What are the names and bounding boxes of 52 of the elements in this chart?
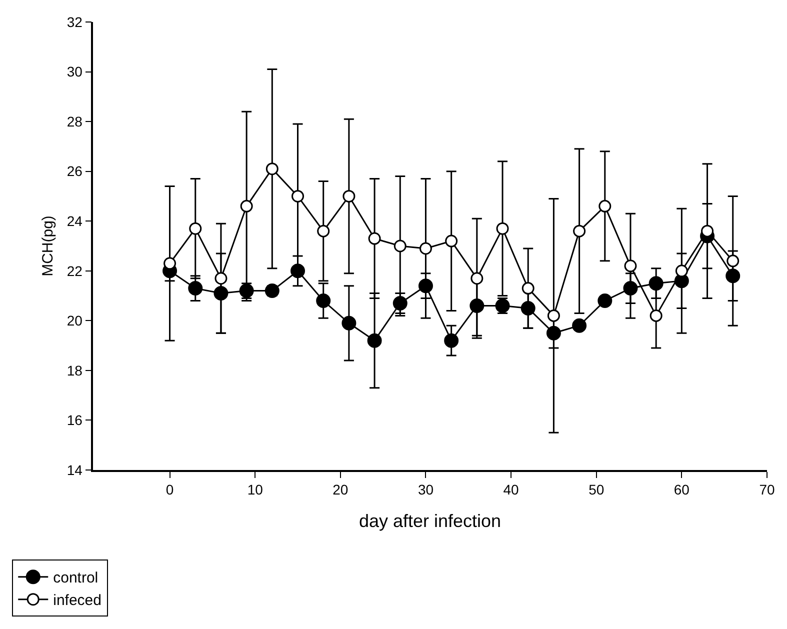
- point: [675, 264, 688, 278]
- y-tick-label: 14: [66, 462, 83, 478]
- y-tick-label: 32: [66, 14, 83, 30]
- x-axis-title: day after infection: [358, 511, 502, 532]
- point: [240, 200, 253, 212]
- legend-label: infeced: [53, 592, 102, 610]
- x-tick-label: 30: [418, 482, 434, 498]
- x-tick-label: 50: [588, 482, 604, 498]
- y-tick-label: 22: [66, 262, 83, 279]
- point: [522, 282, 534, 295]
- y-tick-label: 18: [66, 362, 83, 378]
- y-tick-label: 16: [66, 412, 83, 428]
- point: [547, 309, 560, 322]
- x-tick-label: 60: [674, 482, 690, 498]
- x-tick-label: 10: [247, 482, 264, 498]
- point: [266, 162, 278, 176]
- point: [164, 257, 176, 270]
- point: [342, 190, 356, 202]
- y-tick-label: 28: [66, 113, 83, 130]
- y-tick-label: 30: [66, 64, 83, 80]
- point: [214, 272, 228, 285]
- point: [367, 333, 382, 348]
- point: [598, 200, 612, 212]
- point: [419, 242, 432, 255]
- point: [316, 294, 331, 308]
- point: [444, 333, 459, 348]
- y-axis-title: MCH(pg): [40, 216, 56, 276]
- point: [470, 272, 484, 285]
- x-tick-label: 0: [166, 482, 174, 498]
- point: [292, 190, 304, 202]
- point: [650, 309, 662, 322]
- point: [368, 232, 381, 245]
- point: [188, 281, 203, 296]
- point: [726, 254, 740, 268]
- point: [496, 222, 509, 235]
- point: [598, 294, 612, 308]
- point: [573, 224, 586, 238]
- point: [572, 318, 587, 333]
- x-tick-label: 40: [503, 482, 520, 498]
- point: [342, 316, 356, 330]
- point: [701, 224, 714, 238]
- point: [394, 240, 406, 252]
- x-tick-label: 20: [332, 482, 348, 498]
- point: [445, 234, 458, 248]
- x-tick-label: 70: [759, 482, 775, 498]
- point: [624, 260, 637, 272]
- point: [189, 222, 202, 235]
- y-tick-label: 20: [66, 312, 83, 329]
- legend-label: control: [53, 570, 98, 587]
- y-tick-label: 24: [66, 213, 83, 230]
- y-tick-label: 26: [66, 163, 83, 180]
- point: [317, 224, 330, 238]
